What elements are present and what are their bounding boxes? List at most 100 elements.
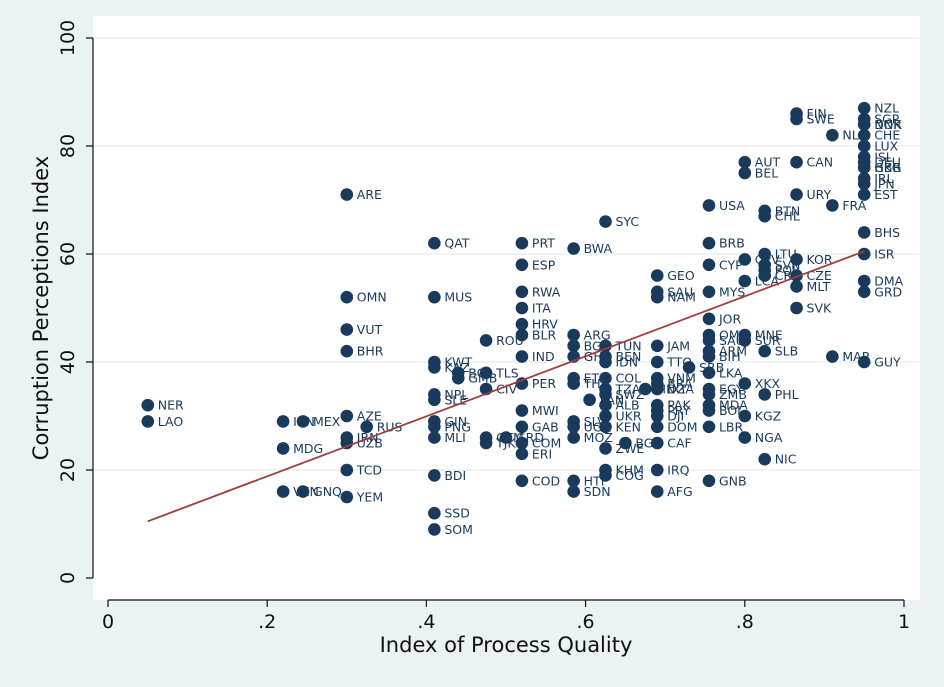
point-marker: [857, 274, 871, 288]
point-marker: [702, 285, 716, 299]
point-label: CHL: [775, 209, 800, 224]
point-marker: [599, 339, 612, 353]
point-label: HKG: [874, 160, 901, 175]
x-tick-label: 0: [102, 611, 114, 633]
point-marker: [479, 366, 493, 380]
point-marker: [790, 112, 803, 126]
data-point: TCD: [340, 463, 382, 478]
point-label: COL: [616, 371, 642, 386]
data-point: BRB: [702, 236, 745, 251]
point-marker: [599, 371, 612, 385]
point-marker: [857, 285, 871, 299]
data-point: XKX: [738, 376, 781, 391]
point-marker: [515, 404, 529, 417]
point-label: BDI: [444, 468, 466, 483]
point-label: PHL: [775, 387, 799, 402]
data-point: MOZ: [567, 430, 613, 445]
point-marker: [702, 199, 716, 212]
fit-line-group: [147, 250, 865, 523]
point-marker: [479, 334, 493, 347]
point-label: LKA: [719, 365, 743, 380]
point-marker: [857, 139, 871, 153]
point-marker: [428, 393, 441, 407]
point-label: AZE: [357, 409, 382, 424]
point-label: SWZ: [616, 387, 645, 402]
point-label: COD: [532, 473, 560, 488]
point-label: BOL: [719, 403, 744, 418]
point-label: ZMB: [719, 387, 747, 402]
point-label: ITA: [532, 301, 551, 316]
point-label: BLR: [532, 328, 557, 343]
point-label: BHS: [874, 225, 900, 240]
point-label: GEO: [667, 268, 695, 283]
fit-line: [147, 250, 865, 523]
point-marker: [650, 436, 664, 450]
data-point: COL: [599, 371, 641, 386]
data-point: KGZ: [738, 409, 781, 424]
point-label: NPL: [444, 387, 468, 402]
data-point: PRT: [515, 236, 555, 251]
point-marker: [790, 253, 803, 266]
data-point: ISR: [857, 247, 895, 262]
y-tick-label: 100: [57, 20, 79, 56]
data-point: NIC: [758, 452, 797, 467]
data-point: MLI: [428, 430, 466, 445]
point-label: CHE: [874, 128, 900, 143]
point-label: CAN: [807, 155, 834, 170]
point-label: ALB: [616, 398, 640, 413]
point-marker: [738, 431, 752, 444]
data-point: MUS: [428, 290, 472, 305]
point-label: NOR: [874, 117, 902, 132]
point-marker: [567, 420, 580, 434]
point-marker: [276, 485, 290, 498]
point-marker: [857, 128, 871, 142]
point-label: GNQ: [313, 484, 342, 499]
data-point: ARG: [567, 328, 611, 343]
point-label: PAN: [600, 392, 625, 407]
point-marker: [567, 485, 580, 498]
data-point: JPN: [857, 176, 895, 191]
data-point: CHL: [758, 209, 800, 224]
point-marker: [296, 415, 310, 428]
point-marker: [141, 415, 155, 428]
point-label: GAB: [532, 419, 559, 434]
data-point: COD: [515, 473, 560, 488]
point-marker: [650, 339, 664, 353]
point-marker: [515, 317, 529, 331]
point-label: IRL: [874, 171, 893, 186]
point-label: ISR: [874, 247, 895, 262]
point-marker: [428, 290, 441, 304]
data-point: SSD: [428, 506, 470, 521]
data-point: PHL: [758, 387, 799, 402]
point-label: SDN: [584, 484, 611, 499]
point-marker: [702, 236, 716, 250]
data-point: NAM: [650, 290, 696, 305]
data-point: ERI: [515, 446, 552, 461]
point-label: SAU: [667, 284, 693, 299]
point-label: USA: [719, 198, 745, 213]
data-point: SDN: [567, 484, 611, 499]
point-label: MYS: [719, 284, 745, 299]
data-point: ALB: [599, 398, 640, 413]
point-marker: [428, 523, 441, 536]
point-label: TCD: [356, 463, 382, 478]
data-point: UKR: [599, 409, 642, 424]
data-point: DZA: [650, 382, 694, 397]
data-point: MNG: [639, 382, 685, 397]
point-label: ARE: [357, 187, 382, 202]
point-marker: [702, 334, 716, 347]
data-point: BHS: [857, 225, 900, 240]
point-marker: [826, 350, 839, 363]
point-marker: [650, 485, 664, 498]
point-marker: [276, 415, 290, 428]
point-marker: [599, 409, 612, 423]
x-axis-title: Index of Process Quality: [380, 633, 633, 657]
point-label: ERI: [532, 446, 552, 461]
data-point: EST: [857, 187, 898, 202]
point-marker: [340, 290, 354, 304]
point-label: GUY: [874, 355, 901, 370]
point-label: GBR: [874, 160, 901, 175]
point-label: MNE: [755, 328, 783, 343]
point-label: DZA: [667, 382, 694, 397]
